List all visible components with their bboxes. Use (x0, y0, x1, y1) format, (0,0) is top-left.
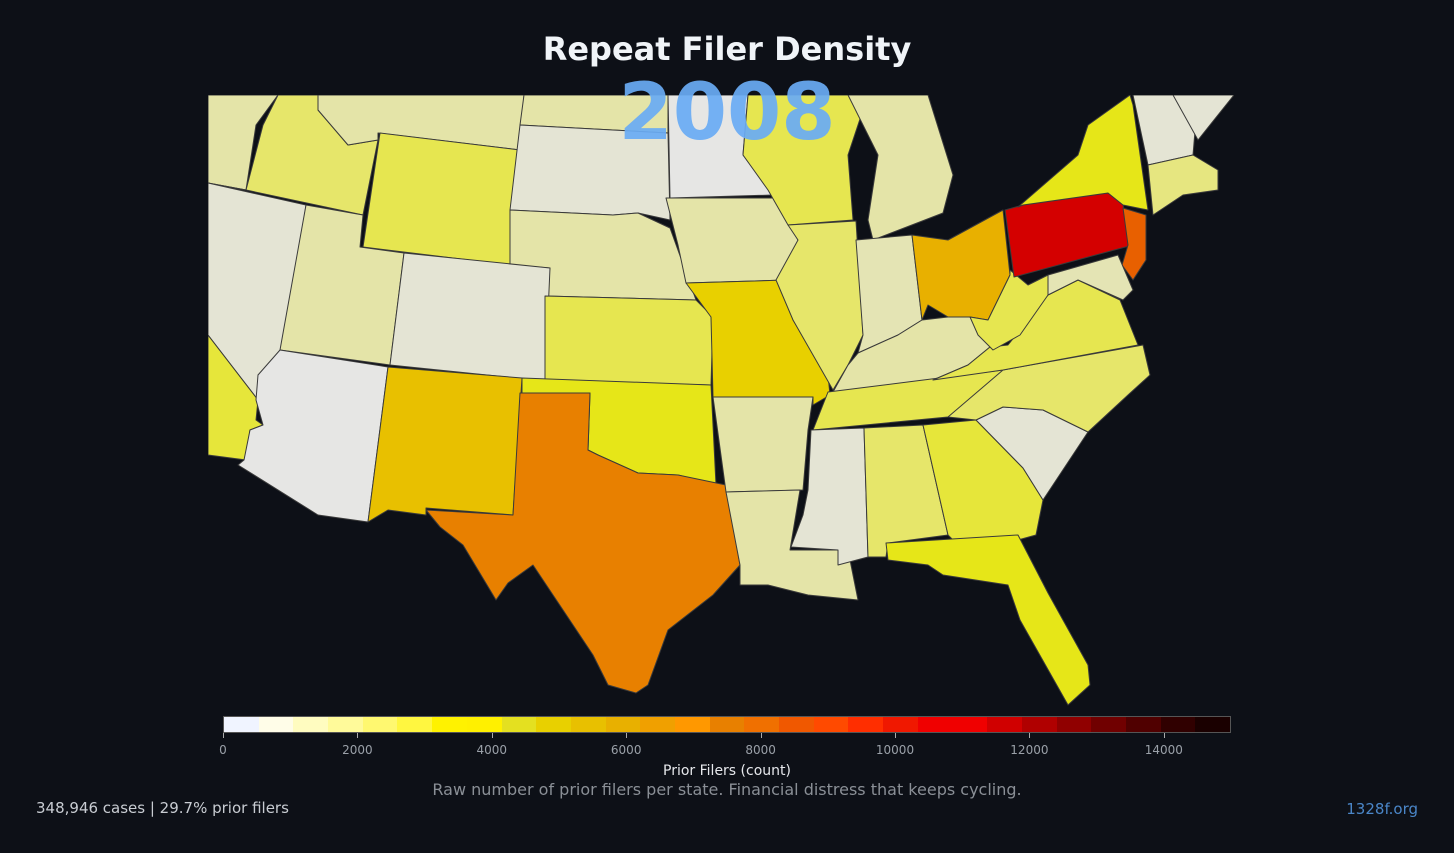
colorbar-segment (536, 717, 571, 732)
colorbar-segment (1091, 717, 1126, 732)
tick-mark (357, 733, 359, 738)
colorbar-ticks: 0 2000 4000 6000 8000 10000 12000 14000 (219, 733, 1231, 763)
state-ME (1172, 95, 1234, 141)
tick-mark (895, 733, 896, 738)
state-TX (425, 392, 741, 694)
colorbar-segment (640, 717, 675, 732)
state-NJ (1121, 207, 1147, 281)
colorbar-label: Prior Filers (count) (663, 763, 791, 779)
state-LA (725, 489, 859, 601)
state-NY (1017, 95, 1149, 211)
colorbar-segment (1021, 717, 1057, 732)
tick-label: 2000 (342, 743, 373, 757)
tick-label: 0 (219, 743, 227, 757)
colorbar-segment (1160, 717, 1196, 732)
colorbar-segment (987, 717, 1022, 732)
colorbar-segment (952, 717, 988, 732)
state-MA-CT-RI (1147, 154, 1219, 216)
tick-label: 10000 (875, 743, 915, 757)
colorbar-segment (1195, 717, 1230, 732)
tick-mark (1029, 733, 1031, 738)
state-KS (544, 295, 714, 386)
state-FL (885, 534, 1091, 706)
colorbar-segment (1056, 717, 1092, 732)
state-MI (847, 95, 954, 241)
chart-title: Repeat Filer Density (542, 30, 912, 68)
colorbar-segment (744, 717, 779, 732)
chart-subtitle: Raw number of prior filers per state. Fi… (432, 780, 1022, 799)
colorbar-segment (779, 717, 814, 732)
colorbar-segment (605, 717, 641, 732)
state-AZ (237, 349, 389, 523)
colorbar-segment (397, 717, 433, 732)
state-IA (665, 197, 799, 284)
tick-label: 4000 (476, 743, 508, 757)
tick-label: 14000 (1144, 743, 1183, 757)
state-OH (911, 209, 1011, 321)
case-stats: 348,946 cases | 29.7% prior filers (36, 799, 289, 817)
colorbar-segment (466, 717, 502, 732)
colorbar-segment (813, 717, 849, 732)
state-AR (712, 396, 814, 493)
state-WA (208, 95, 279, 191)
colorbar-segment (501, 717, 537, 732)
colorbar-segment (883, 717, 918, 732)
colorbar-segment (258, 717, 294, 732)
tick-label: 12000 (1010, 743, 1049, 757)
colorbar-segment (293, 717, 329, 732)
colorbar-segment (674, 717, 710, 732)
tick-mark (626, 733, 628, 738)
colorbar (223, 716, 1231, 733)
tick-mark (760, 733, 762, 738)
tick-label: 6000 (610, 743, 642, 757)
colorbar-segment (1125, 717, 1161, 732)
tick-mark (223, 733, 224, 738)
year-label: 2008 (618, 68, 836, 158)
colorbar-segment (224, 717, 259, 732)
state-NM (367, 366, 523, 523)
tick-mark (1163, 733, 1165, 738)
tick-label: 8000 (745, 743, 776, 757)
colorbar-segment (709, 717, 745, 732)
colorbar-segment (917, 717, 953, 732)
site-link[interactable]: 1328f.org (1346, 800, 1418, 818)
state-CO (389, 252, 551, 382)
colorbar-segment (432, 717, 467, 732)
state-WY (362, 132, 521, 266)
colorbar-segment (570, 717, 606, 732)
colorbar-segment (328, 717, 363, 732)
colorbar-segment (848, 717, 884, 732)
us-choropleth-map (208, 95, 1234, 707)
tick-mark (491, 733, 493, 738)
colorbar-segment (362, 717, 398, 732)
state-MD-DE (1047, 254, 1134, 301)
